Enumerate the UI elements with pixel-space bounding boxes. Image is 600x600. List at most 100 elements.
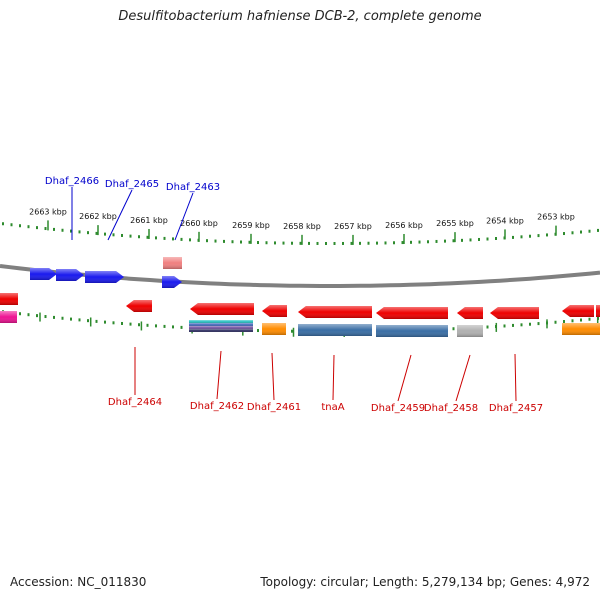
scale-tick: [140, 321, 143, 331]
scale-dot: [112, 321, 115, 325]
forward-gene-label: Dhaf_2463: [166, 182, 220, 193]
reverse-gene-label: Dhaf_2457: [489, 403, 543, 414]
scale-dot: [291, 241, 293, 245]
scale-dot: [520, 235, 523, 239]
scale-dot: [163, 324, 166, 328]
reverse-strand-track: [0, 293, 600, 323]
scale-dot: [461, 238, 463, 242]
scale-dot: [597, 228, 599, 232]
scale-dot: [146, 235, 149, 239]
scale-dot: [61, 228, 64, 232]
scale-dot: [265, 241, 268, 245]
scale-dot: [333, 241, 336, 245]
forward-gene-arrow-shading: [162, 276, 182, 288]
scale-dot: [503, 324, 506, 328]
scale-tick: [504, 229, 506, 240]
scale-dot: [138, 235, 140, 239]
scale-tick: [454, 232, 456, 243]
reverse-gene-arrow-shading: [0, 311, 17, 323]
gene-labels: Dhaf_2466 Dhaf_2465 Dhaf_2463 Dhaf_2464 Dhaf…: [45, 176, 543, 414]
scale-dot: [70, 317, 72, 321]
scale-dot: [78, 230, 81, 234]
leader-line: [107, 189, 133, 241]
scale-dot: [571, 319, 574, 323]
scale-dot: [95, 319, 98, 323]
scale-dot: [87, 231, 89, 235]
scale-tick: [292, 327, 295, 337]
scale-dot: [44, 315, 47, 319]
scale-tick: [403, 233, 405, 244]
scale-dot: [563, 320, 565, 324]
scale-tick-label: 2661 kbp: [130, 216, 168, 225]
scale-dot: [129, 234, 132, 238]
scale-dot: [44, 227, 47, 231]
scale-dot: [580, 230, 582, 234]
scale-dot: [563, 232, 565, 236]
forward-gene-arrow-shading: [30, 268, 57, 280]
feature-bar-shading: [262, 323, 286, 335]
reverse-gene-label: Dhaf_2459: [371, 403, 425, 414]
forward-gene-arrow-shading: [56, 269, 84, 281]
feature-bar-shading: [189, 323, 253, 326]
scale-dot: [78, 318, 81, 322]
scale-dot: [512, 235, 514, 239]
scale-dot: [53, 227, 55, 231]
scale-dot: [325, 241, 327, 245]
scale-dot: [495, 237, 497, 240]
feature-track: [189, 320, 600, 337]
scale-dot: [546, 233, 548, 237]
scale-dot: [486, 325, 489, 329]
scale-dot: [418, 240, 421, 244]
leader-line: [174, 192, 194, 241]
scale-dot: [384, 241, 387, 245]
scale-dot: [588, 229, 591, 233]
reverse-gene-label: Dhaf_2462: [190, 401, 244, 412]
scale-dot: [537, 322, 540, 326]
leader-line: [271, 352, 275, 401]
feature-bar-shading: [189, 320, 253, 323]
scale-dot: [112, 233, 115, 237]
scale-tick-label: 2656 kbp: [385, 221, 423, 230]
scale-tick-label: 2654 kbp: [486, 216, 524, 225]
scale-tick: [495, 322, 498, 332]
scale-dot: [10, 223, 13, 227]
scale-dot: [571, 231, 574, 235]
scale-dot: [155, 236, 157, 240]
scale-tick-label: 2663 kbp: [29, 207, 67, 216]
scale-dot: [427, 240, 429, 244]
scale-dot: [19, 224, 21, 228]
scale-dot: [214, 239, 217, 243]
scale-tick: [47, 220, 49, 231]
scale-dot: [104, 232, 106, 236]
forward-gene-label: Dhaf_2466: [45, 176, 99, 187]
forward-gene-arrow-shading: [163, 257, 182, 269]
scale-dot: [588, 317, 591, 321]
leader-line: [397, 354, 412, 402]
scale-dot: [172, 325, 174, 329]
scale-dot: [316, 241, 319, 245]
feature-bar-shading: [189, 329, 253, 332]
scale-dot: [61, 316, 64, 320]
scale-dot: [342, 241, 344, 245]
scale-dot: [2, 222, 4, 226]
forward-strand-track: [30, 257, 182, 288]
scale-dot: [95, 231, 98, 235]
scale-dot: [520, 323, 523, 327]
scale-dot: [435, 239, 438, 243]
scale-tick-label: 2659 kbp: [232, 221, 270, 230]
scale-dot: [274, 241, 276, 245]
scale-dot: [138, 323, 140, 327]
feature-bar-shading: [189, 326, 253, 329]
reverse-gene-label: tnaA: [321, 402, 344, 413]
scale-dot: [27, 313, 30, 317]
scale-dot: [231, 240, 234, 244]
scale-dot: [486, 237, 489, 241]
scale-dot: [376, 241, 378, 245]
scale-dot: [554, 320, 557, 324]
scale-dot: [529, 322, 531, 326]
scale-tick: [352, 234, 354, 245]
scale-tick: [596, 314, 599, 324]
scale-dot: [19, 312, 21, 316]
forward-gene-label: Dhaf_2465: [105, 179, 159, 190]
